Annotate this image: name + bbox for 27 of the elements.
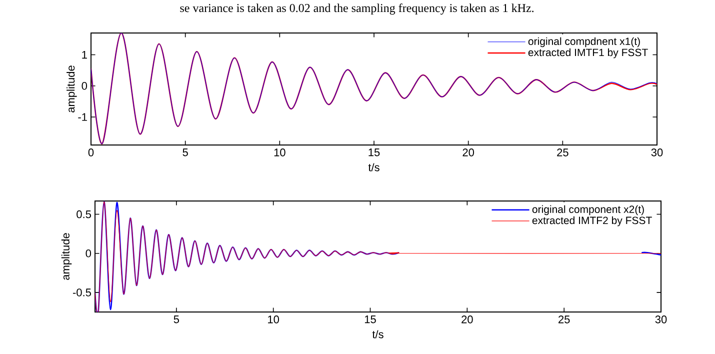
y-axis-title: amplitude [61,233,72,280]
x-tick-label: 15 [364,316,376,324]
y-tick-label: 0 [86,249,92,258]
x-tick-label: 10 [274,148,286,156]
y-tick-label: 0.5 [76,210,91,218]
legend-label: original component x2(t) [532,205,644,216]
x-tick-label: 5 [182,148,188,156]
x-tick-label: 5 [174,316,179,324]
y-tick-label: 1 [82,51,87,59]
y-tick-label: -0.5 [73,288,91,296]
x-tick-label: 20 [462,316,473,324]
x-tick-label: 25 [557,148,568,156]
text: se variance is taken as 0.02 and the sampling frequency is taken as 1 kHz. [180,4,534,15]
x-tick-label: 25 [558,316,570,324]
x-tick-label: 15 [368,148,380,156]
y-tick-label: 0 [82,82,88,90]
x-tick-label: 30 [651,148,663,156]
y-axis-title: amplitude [66,66,77,112]
legend-label: original compdnent x1(t) [528,37,640,48]
legend-label: extracted IMTF1 by FSST [528,48,648,58]
legend-label: extracted IMTF2 by FSST [532,216,652,226]
x-axis-title: t/s [368,163,380,172]
x-axis-title: t/s [372,330,384,338]
y-tick-label: -1 [78,113,87,121]
x-tick-label: 30 [655,316,667,324]
x-tick-label: 20 [462,148,474,156]
x-tick-label: 10 [268,316,280,324]
